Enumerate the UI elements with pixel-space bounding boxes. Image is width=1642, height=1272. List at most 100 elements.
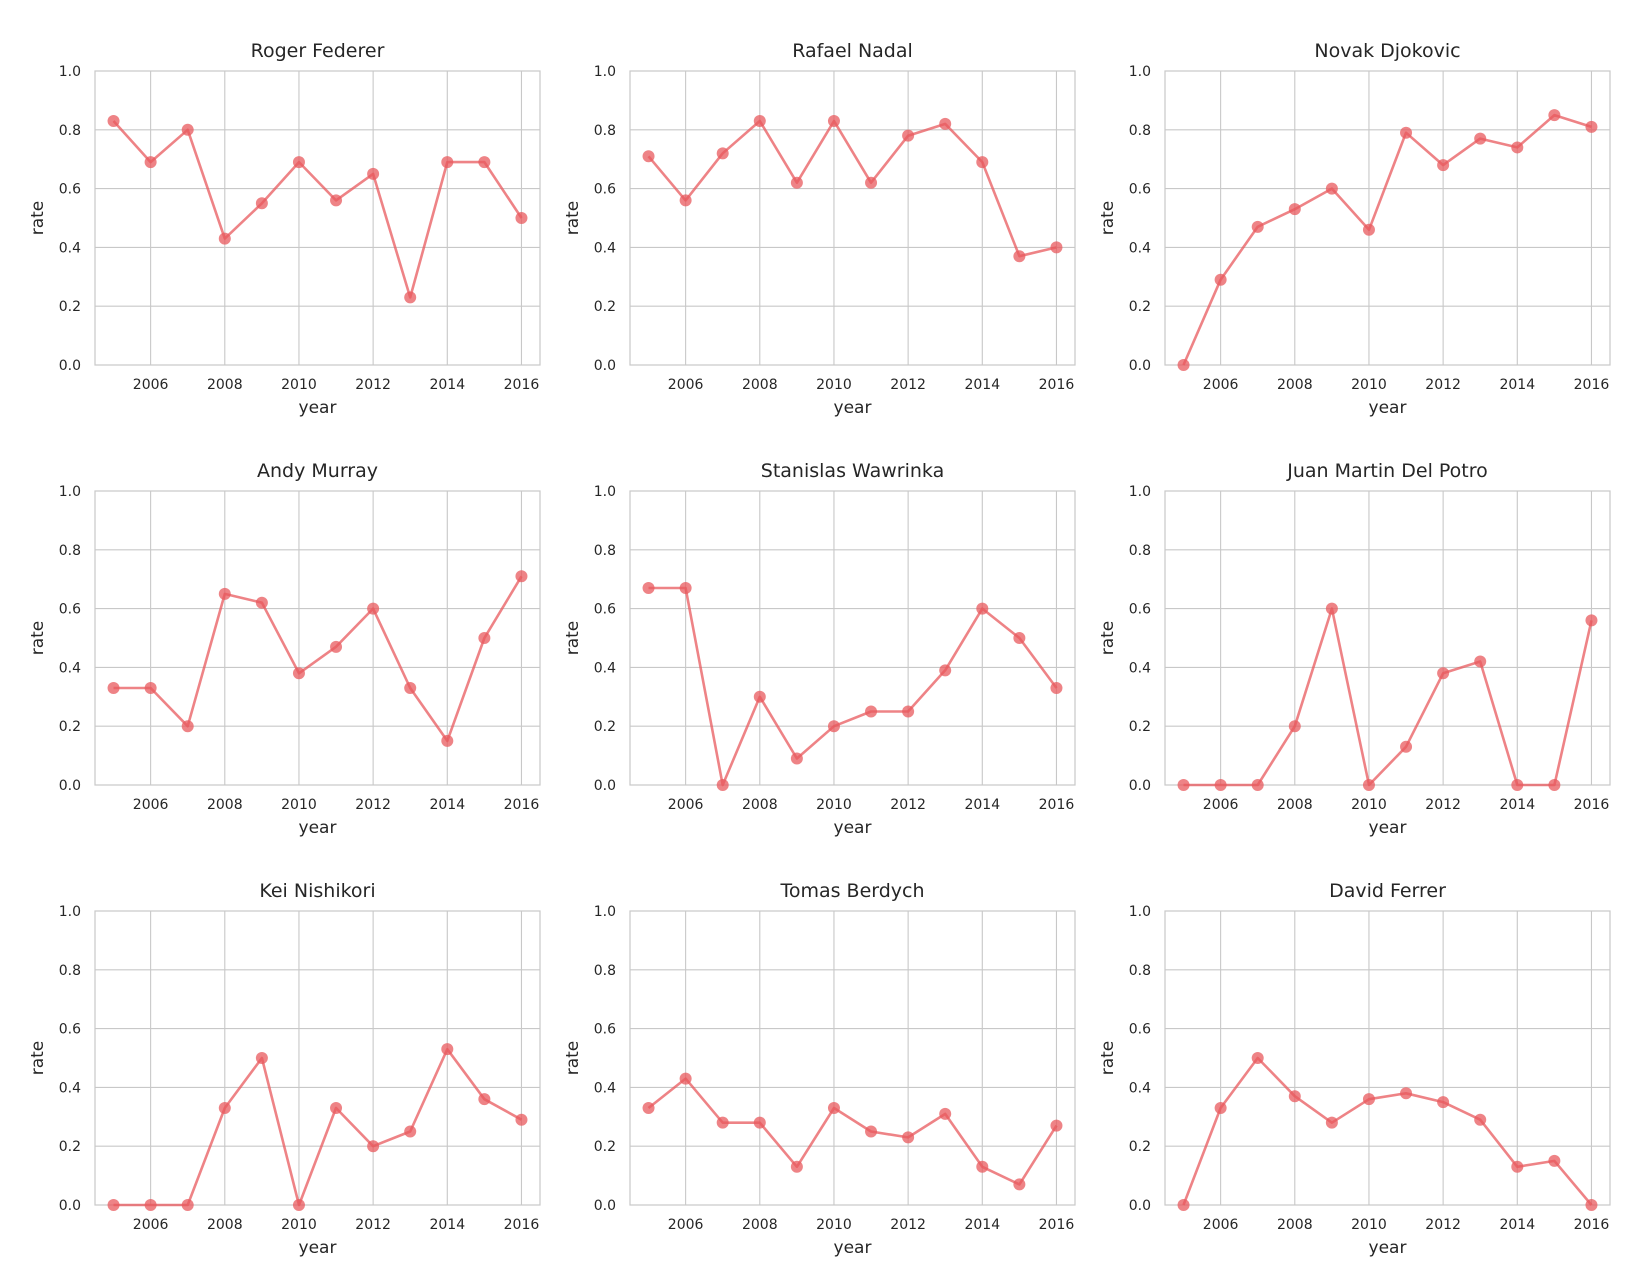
x-axis-label: year [299,1238,337,1258]
y-tick-label: 0.4 [594,1080,616,1096]
data-point [1214,779,1227,791]
x-tick-label: 2010 [816,377,852,393]
data-point [144,1199,157,1211]
series-line [647,1077,1058,1186]
plot-area [629,490,1076,786]
x-axis-label: year [834,398,872,418]
data-point [902,1131,915,1144]
x-tick-label: 2016 [1039,797,1075,813]
y-tick-label: 0.2 [59,1139,81,1155]
x-axis-label: year [1369,1238,1407,1258]
x-tick-label: 2006 [133,377,169,393]
data-point [827,1101,840,1114]
data-point [827,114,840,127]
data-point [107,1199,120,1211]
y-tick-label: 0.6 [594,1022,616,1038]
data-point [1511,141,1524,154]
data-point [1474,132,1487,145]
x-tick-label: 2006 [133,1217,169,1233]
y-tick-label: 0.4 [1129,660,1151,676]
chart-panel: 0.0 0.2 0.4 0.6 0.8 1.0 2006 2008 2010 2012 2014 20… [1098,40,1611,418]
x-tick-label: 2014 [964,797,1000,813]
data-point [1548,109,1561,122]
x-tick-label: 2008 [1277,1217,1313,1233]
data-point [1013,250,1026,263]
data-point [255,1052,268,1064]
x-axis-label: year [834,818,872,838]
chart-panel: 0.0 0.2 0.4 0.6 0.8 1.0 2006 2008 2010 2012 2014 20… [563,40,1076,418]
x-tick-label: 2008 [742,1217,778,1233]
plot-area [1164,70,1611,366]
y-axis-label: rate [28,621,48,656]
y-tick-label: 1.0 [1129,484,1151,500]
data-point [144,681,157,694]
y-tick-label: 0.4 [594,240,616,256]
y-tick-label: 0.2 [59,299,81,315]
data-point [292,667,305,680]
data-point [1214,273,1227,286]
chart-panel: 0.0 0.2 0.4 0.6 0.8 1.0 2006 2008 2010 2012 2014 20… [1098,460,1611,838]
x-tick-label: 2014 [1499,377,1535,393]
data-point [753,114,766,127]
y-tick-label: 0.8 [59,963,81,979]
y-tick-label: 0.6 [1129,182,1151,198]
data-point [181,1199,194,1211]
x-tick-label: 2006 [1203,377,1239,393]
y-tick-label: 0.6 [1129,602,1151,618]
x-tick-label: 2014 [1499,1217,1535,1233]
data-point [1585,120,1598,133]
y-tick-label: 0.0 [594,778,616,794]
y-tick-label: 0.8 [1129,963,1151,979]
data-point [1400,126,1413,139]
y-tick-label: 0.4 [59,660,81,676]
data-point [939,1107,952,1120]
x-tick-label: 2016 [1039,1217,1075,1233]
data-point [642,150,655,163]
data-point [939,664,952,677]
data-point [939,117,952,130]
x-axis-label: year [834,1238,872,1258]
data-point [1177,779,1190,791]
data-point [976,156,989,169]
series-line [113,1047,523,1207]
x-tick-label: 2008 [207,1217,243,1233]
data-point [642,1101,655,1114]
plot-area [629,910,1076,1206]
data-point [827,720,840,733]
data-point [1474,1113,1487,1126]
x-axis-label: year [299,398,337,418]
data-point [1548,779,1561,791]
series-line [648,586,1058,787]
data-point [330,640,343,653]
data-point [790,1160,803,1173]
data-point [107,114,120,127]
series-line [112,120,523,299]
y-tick-label: 0.4 [59,240,81,256]
y-tick-label: 1.0 [1129,64,1151,80]
data-point [1325,602,1338,615]
x-tick-label: 2016 [1574,797,1610,813]
data-point [478,1093,491,1106]
data-point [478,156,491,169]
series-line [1182,113,1592,366]
data-point [1585,1199,1598,1211]
x-tick-label: 2012 [890,1217,926,1233]
y-tick-label: 0.4 [59,1080,81,1096]
y-tick-label: 0.2 [1129,1139,1151,1155]
data-point [107,681,120,694]
data-point [292,156,305,169]
x-tick-label: 2010 [281,377,317,393]
data-point [218,232,231,245]
plot-area [94,910,541,1206]
y-tick-label: 0.0 [59,1198,81,1214]
chart-panel: 0.0 0.2 0.4 0.6 0.8 1.0 2006 2008 2010 2012 2014 20… [563,460,1076,838]
data-point [404,291,417,304]
y-tick-label: 0.6 [594,602,616,618]
data-point [716,1116,729,1129]
data-point [976,1160,989,1173]
y-tick-label: 0.0 [594,1198,616,1214]
y-tick-label: 0.8 [594,963,616,979]
y-axis-label: rate [563,1041,583,1076]
y-tick-label: 0.6 [59,1022,81,1038]
x-tick-label: 2016 [1574,1217,1610,1233]
